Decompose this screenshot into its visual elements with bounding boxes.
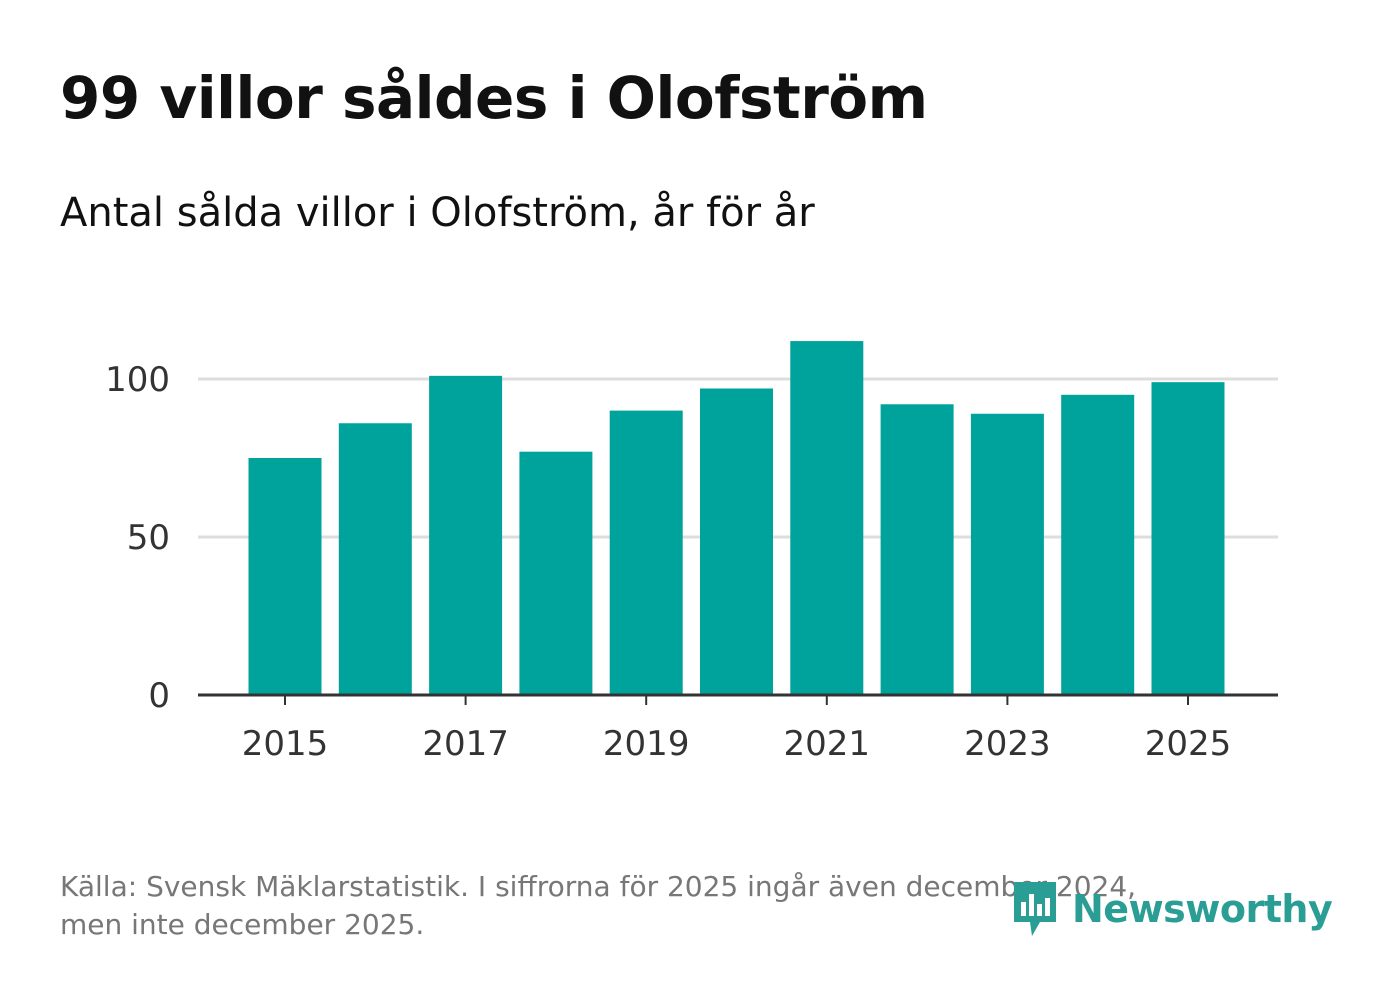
bar-2023	[970, 413, 1044, 695]
x-tick-label: 2021	[784, 724, 871, 764]
x-tick-label: 2015	[242, 724, 329, 764]
newsworthy-logo-icon	[1014, 882, 1056, 936]
newsworthy-logo: Newsworthy	[1010, 878, 1333, 940]
source-note-line-1: Källa: Svensk Mäklarstatistik. I siffror…	[60, 870, 1137, 903]
bar-2017	[429, 375, 503, 695]
bars	[248, 341, 1225, 695]
bar-2018	[519, 451, 593, 695]
source-note: Källa: Svensk Mäklarstatistik. I siffror…	[60, 868, 1280, 944]
x-tick-label: 2023	[964, 724, 1051, 764]
source-note-line-2: men inte december 2025.	[60, 908, 425, 941]
bar-2016	[338, 423, 412, 695]
axes: 0 50 100 2015 2017 2019 2021 2023 2025	[105, 360, 1278, 764]
bar-2015	[248, 458, 322, 695]
logo-text: Newsworthy	[1072, 887, 1333, 931]
x-tick-label: 2025	[1145, 724, 1232, 764]
bar-2021	[790, 341, 864, 695]
chart-title: 99 villor såldes i Olofström	[60, 64, 928, 132]
y-tick-label: 0	[148, 676, 170, 716]
bar-2022	[880, 404, 954, 695]
x-tick-label: 2017	[422, 724, 509, 764]
bar-2024	[1061, 394, 1135, 695]
y-tick-label: 50	[127, 518, 170, 558]
bar-2019	[609, 410, 683, 695]
bar-2025	[1151, 382, 1225, 695]
x-tick-label: 2019	[603, 724, 690, 764]
chart-subtitle: Antal sålda villor i Olofström, år för å…	[60, 190, 815, 236]
bar-2020	[700, 388, 773, 695]
y-tick-label: 100	[105, 360, 170, 400]
